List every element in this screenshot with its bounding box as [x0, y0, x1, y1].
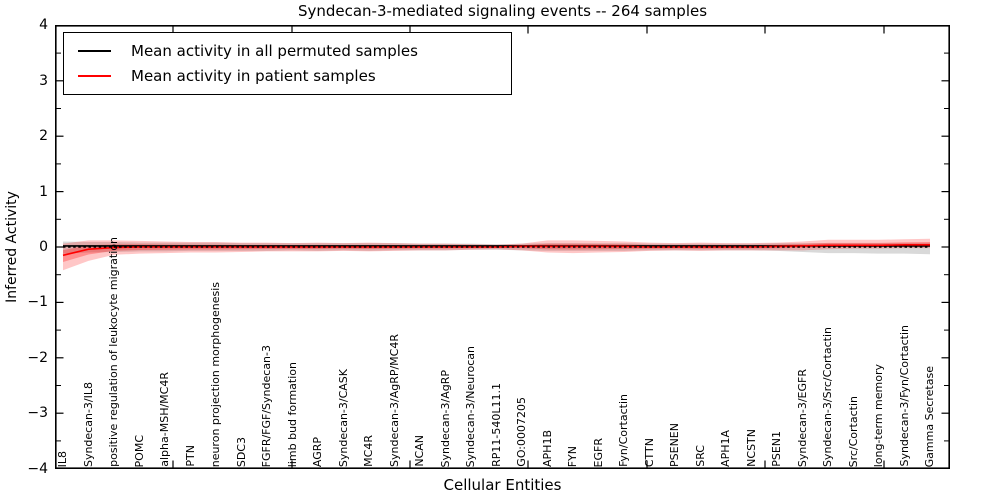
x-tick-label: Syndecan-3/AgRP/MC4R	[388, 334, 401, 467]
legend-label-patient: Mean activity in patient samples	[131, 67, 376, 85]
x-tick-label: Syndecan-3/IL8	[82, 381, 95, 467]
x-tick-label: Fyn/Cortactin	[617, 394, 630, 467]
y-tick-label: 1	[39, 183, 48, 200]
x-tick-label: NCSTN	[745, 429, 758, 467]
x-tick-label: alpha-MSH/MC4R	[158, 372, 171, 467]
patient-line-swatch	[78, 75, 111, 77]
patient-samples-std-band	[63, 238, 930, 271]
x-tick-label: IL8	[56, 450, 69, 467]
y-tick-label: −3	[27, 405, 48, 422]
x-tick-label: MC4R	[362, 435, 375, 467]
legend-item-permuted: Mean activity in all permuted samples	[78, 42, 507, 60]
x-tick-label: Syndecan-3/CASK	[337, 368, 350, 467]
y-tick-label: −2	[27, 349, 48, 366]
x-tick-label: APH1B	[541, 430, 554, 467]
x-tick-label: positive regulation of leukocyte migrati…	[107, 237, 120, 467]
x-tick-label: POMC	[133, 434, 146, 467]
legend-label-permuted: Mean activity in all permuted samples	[131, 42, 418, 60]
permuted-samples-std-band	[63, 241, 930, 255]
x-tick-label: PSENEN	[668, 423, 681, 467]
y-tick-label: 3	[39, 72, 48, 89]
x-tick-label: neuron projection morphogenesis	[209, 281, 222, 467]
y-tick-label: 2	[39, 128, 48, 145]
x-tick-label: FYN	[566, 445, 579, 467]
chart-title: Syndecan-3-mediated signaling events -- …	[297, 2, 708, 20]
x-tick-label: limb bud formation	[286, 361, 299, 467]
x-tick-label: long-term memory	[872, 363, 885, 467]
y-tick-label: −4	[27, 460, 48, 477]
y-tick-label: 0	[39, 239, 48, 255]
x-tick-label: Syndecan-3/EGFR	[796, 368, 809, 467]
x-tick-label: CTTN	[643, 437, 656, 467]
x-tick-label: Gamma Secretase	[923, 365, 936, 467]
x-tick-label: NCAN	[413, 435, 426, 467]
x-tick-label: RP11-540L11.1	[490, 383, 503, 467]
y-tick-label: 4	[39, 17, 48, 34]
legend-item-patient: Mean activity in patient samples	[78, 67, 507, 85]
x-tick-label: EGFR	[592, 437, 605, 467]
x-tick-label: AGRP	[311, 436, 324, 467]
y-tick-label: −1	[27, 294, 48, 311]
x-tick-label: Syndecan-3/Src/Cortactin	[821, 326, 834, 467]
plot-border	[55, 25, 950, 469]
x-tick-label: SRC	[694, 445, 707, 467]
permuted-line-swatch	[78, 50, 111, 52]
x-tick-label: PSEN1	[770, 431, 783, 467]
x-axis-label: Cellular Entities	[443, 476, 562, 494]
x-tick-label: FGFR/FGF/Syndecan-3	[260, 344, 273, 467]
x-tick-label: SDC3	[235, 436, 248, 467]
x-tick-label: Syndecan-3/AgRP	[439, 369, 452, 467]
x-tick-label: APH1A	[719, 430, 732, 467]
x-tick-label: GO:0007205	[515, 397, 528, 467]
x-tick-label: Syndecan-3/Fyn/Cortactin	[898, 325, 911, 467]
x-tick-label: Src/Cortactin	[847, 395, 860, 467]
x-tick-label: Syndecan-3/Neurocan	[464, 345, 477, 467]
x-tick-label: PTN	[184, 445, 197, 467]
legend: Mean activity in all permuted samples Me…	[63, 32, 512, 95]
plot-area	[55, 25, 950, 469]
